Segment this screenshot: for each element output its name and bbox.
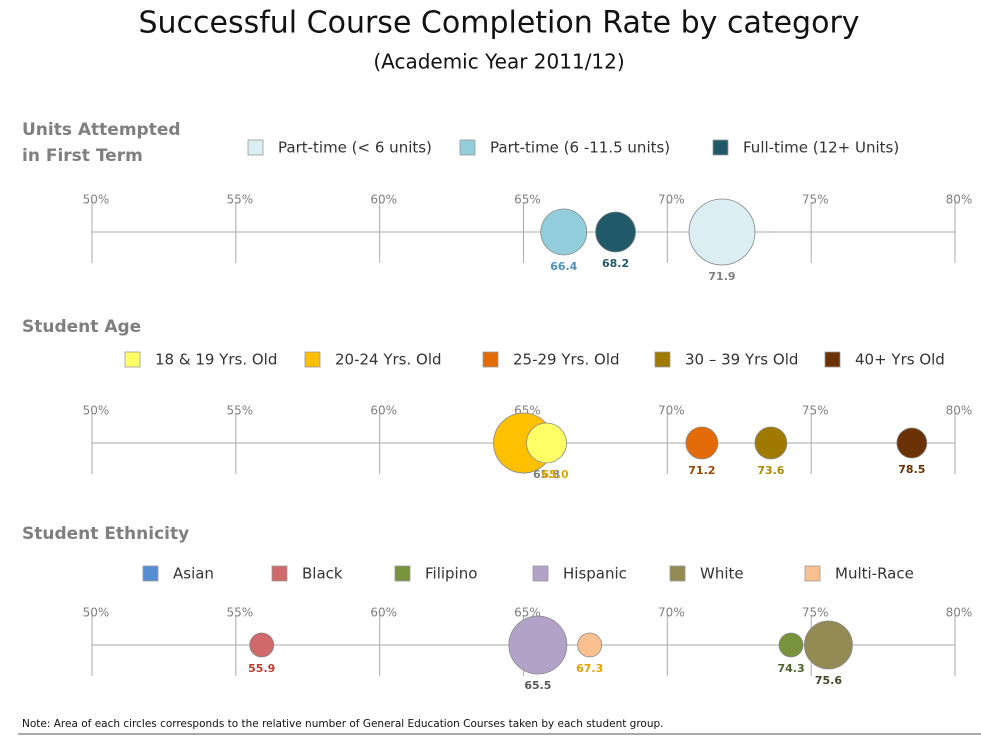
chart-title: Successful Course Completion Rate by cat… — [138, 6, 859, 41]
legend-swatch — [482, 351, 499, 368]
bubble — [754, 426, 788, 460]
bubble — [804, 620, 853, 670]
data-label: 73.6 — [757, 464, 784, 477]
legend-label: Multi-Race — [835, 565, 914, 583]
legend-swatch — [712, 139, 729, 156]
data-label: 78.5 — [898, 463, 925, 476]
bubble — [249, 632, 275, 658]
chart-subtitle: (Academic Year 2011/12) — [373, 50, 624, 74]
bubble — [595, 211, 636, 253]
legend-label: 30 – 39 Yrs Old — [685, 351, 798, 369]
x-tick-label: 55% — [226, 404, 253, 418]
bubble — [540, 208, 588, 256]
data-label: 71.9 — [708, 270, 735, 283]
title-line: Units Attempted — [22, 120, 181, 140]
data-label: 65.5 — [524, 679, 551, 692]
data-label: 65.0 — [542, 468, 569, 481]
bubble — [577, 632, 603, 658]
legend-swatch — [654, 351, 671, 368]
x-tick-label: 75% — [802, 404, 829, 418]
legend-label: Filipino — [425, 565, 477, 583]
x-tick-label: 70% — [658, 193, 685, 207]
x-tick-label: 55% — [226, 193, 253, 207]
legend-label: 20-24 Yrs. Old — [335, 351, 442, 369]
x-tick-label: 75% — [802, 606, 829, 620]
bubble — [508, 615, 568, 675]
x-tick-label: 80% — [946, 404, 973, 418]
data-label: 75.6 — [815, 674, 842, 687]
bubble — [896, 427, 928, 459]
legend-label: 25-29 Yrs. Old — [513, 351, 620, 369]
legend-swatch — [532, 565, 549, 582]
bubble — [685, 426, 719, 460]
legend-label: Part-time (6 -11.5 units) — [490, 139, 670, 157]
data-label: 55.9 — [248, 662, 275, 675]
data-label: 66.4 — [550, 260, 577, 273]
x-tick-label: 60% — [370, 404, 397, 418]
x-tick-label: 80% — [946, 606, 973, 620]
legend-swatch — [124, 351, 141, 368]
legend-swatch — [459, 139, 476, 156]
bubble — [778, 632, 804, 658]
x-tick-label: 65% — [514, 193, 541, 207]
x-tick-label: 80% — [946, 193, 973, 207]
data-label: 74.3 — [777, 662, 804, 675]
bubble — [526, 422, 567, 464]
legend-label: Black — [302, 565, 343, 583]
legend-swatch — [824, 351, 841, 368]
x-tick-label: 50% — [83, 193, 110, 207]
x-tick-label: 50% — [83, 606, 110, 620]
x-tick-label: 50% — [83, 404, 110, 418]
x-tick-label: 55% — [226, 606, 253, 620]
x-tick-label: 70% — [658, 606, 685, 620]
data-label: 65.8 — [533, 468, 560, 481]
legend-label: Full-time (12+ Units) — [743, 139, 899, 157]
legend-label: 18 & 19 Yrs. Old — [155, 351, 277, 369]
note: Note: Area of each circles corresponds t… — [22, 718, 664, 730]
legend-label: 40+ Yrs Old — [855, 351, 945, 369]
data-label: 67.3 — [576, 662, 603, 675]
data-label: 68.2 — [602, 257, 629, 270]
legend-swatch — [304, 351, 321, 368]
legend-swatch — [394, 565, 411, 582]
section-title: Units Attempted in First Term — [22, 120, 181, 166]
section-title: Student Ethnicity — [22, 524, 189, 544]
x-tick-label: 70% — [658, 404, 685, 418]
data-label: 71.2 — [688, 464, 715, 477]
legend-label: Hispanic — [563, 565, 627, 583]
x-tick-label: 60% — [370, 606, 397, 620]
bubble — [688, 198, 756, 266]
x-tick-label: 60% — [370, 193, 397, 207]
x-tick-label: 75% — [802, 193, 829, 207]
legend-swatch — [271, 565, 288, 582]
legend-label: Part-time (< 6 units) — [278, 139, 432, 157]
title-line: in First Term — [22, 146, 143, 166]
legend-swatch — [669, 565, 686, 582]
legend-swatch — [804, 565, 821, 582]
legend-swatch — [247, 139, 264, 156]
legend-label: White — [700, 565, 744, 583]
legend-label: Asian — [173, 565, 214, 583]
legend-swatch — [142, 565, 159, 582]
section-title: Student Age — [22, 317, 141, 337]
